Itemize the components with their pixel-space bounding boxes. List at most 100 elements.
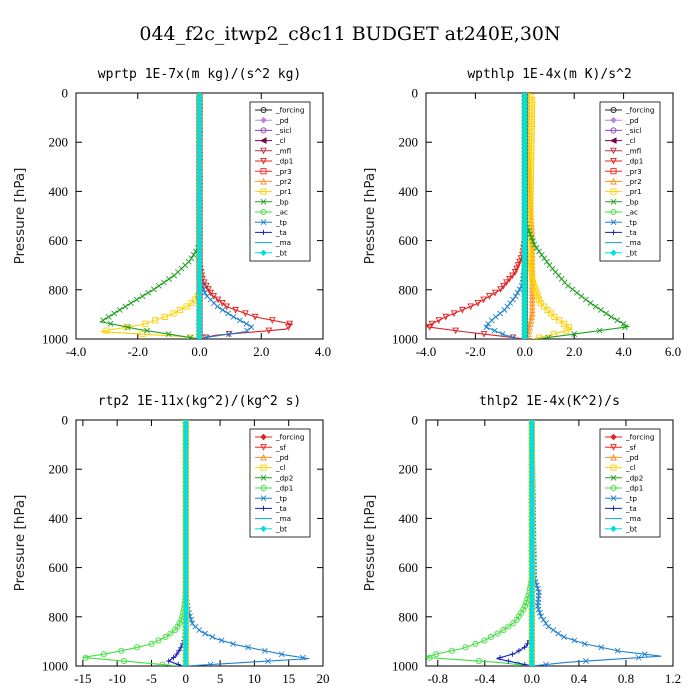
data-marker: [511, 269, 519, 276]
plot-area: [82, 420, 310, 666]
legend-marker: [260, 453, 267, 461]
data-marker: [541, 303, 548, 310]
legend-label: _sicl: [625, 126, 641, 135]
legend-item-pd: _pd: [605, 453, 639, 462]
y-tick-label: 0: [62, 413, 69, 428]
data-marker: [529, 100, 536, 107]
legend-marker: [259, 137, 267, 144]
data-marker: [219, 307, 226, 313]
legend-item-pr2: _pr2: [255, 177, 292, 186]
data-marker: [614, 317, 621, 324]
legend-marker: [260, 157, 267, 165]
legend-label: _forcing: [625, 433, 654, 442]
data-marker: [426, 654, 433, 661]
data-marker: [528, 234, 535, 241]
legend-item-ma: _ma: [255, 514, 291, 523]
data-marker: [528, 120, 535, 128]
legend-item-mfl: _mfl: [255, 146, 291, 155]
data-marker: [499, 331, 506, 337]
data-marker: [452, 327, 459, 335]
data-marker: [150, 286, 157, 293]
plot-frame: [75, 419, 324, 667]
legend-label: _ac: [275, 208, 288, 217]
data-marker: [218, 637, 225, 644]
legend: _forcing_sf_pd_cl_dp2 _dp1_tp_ta_ma_bt: [249, 428, 311, 538]
data-marker: [527, 231, 534, 238]
data-marker: [433, 651, 440, 658]
data-marker: [118, 647, 125, 654]
data-marker: [510, 620, 517, 627]
legend-marker: [610, 177, 617, 185]
data-marker: [202, 282, 210, 290]
legend-marker: [610, 474, 617, 481]
legend-label: _pr3: [275, 167, 292, 176]
chart-panel-1: wprtp 1E-7x(m kg)/(s^2 kg) Pressure [hPa]…: [12, 67, 331, 359]
data-marker: [532, 286, 539, 293]
x-tick-label: 0.4: [571, 671, 588, 686]
data-marker: [563, 327, 570, 334]
legend-item-forcing: _forcing: [255, 433, 304, 442]
legend-item-dp1: _dp1: [255, 484, 293, 493]
legend-label: _forcing: [275, 433, 304, 442]
data-marker: [103, 327, 110, 334]
data-marker: [512, 293, 519, 300]
legend-item-tp: _tp: [255, 218, 287, 227]
legend-marker: [260, 219, 267, 226]
data-marker: [148, 640, 155, 647]
series-line: [484, 93, 526, 339]
legend-item-tp: _tp: [605, 218, 637, 227]
data-marker: [124, 324, 131, 331]
series-bt: [196, 93, 203, 339]
legend-marker: [610, 168, 617, 175]
data-marker: [475, 658, 482, 665]
legend-marker: [610, 188, 617, 195]
y-axis-label: Pressure [hPa]: [362, 495, 378, 592]
y-tick-label: 200: [49, 135, 69, 150]
legend-label: _pr1: [275, 187, 292, 196]
legend-marker: [610, 208, 617, 216]
x-tick-label: -10: [108, 671, 125, 686]
chart-panel-3: rtp2 1E-11x(kg^2)/(kg^2 s) Pressure [hPa]…: [12, 394, 330, 686]
data-marker: [251, 313, 259, 321]
legend-item-forcing: _forcing: [605, 433, 654, 442]
y-tick-label: 800: [399, 609, 419, 624]
data-marker: [188, 255, 195, 262]
x-tick-label: 0.0: [517, 344, 533, 359]
data-marker: [176, 306, 184, 314]
data-marker: [481, 637, 488, 644]
data-marker: [205, 286, 212, 293]
data-marker: [527, 176, 534, 183]
legend-label: _tp: [625, 218, 637, 227]
data-marker: [176, 620, 183, 627]
data-marker: [207, 661, 214, 666]
data-marker: [538, 251, 545, 258]
x-tick-label: 15: [282, 671, 295, 686]
data-marker: [545, 334, 552, 339]
data-marker: [248, 324, 255, 331]
legend-item-tp: _tp: [255, 494, 287, 503]
data-marker: [225, 310, 231, 317]
data-marker: [225, 331, 232, 337]
data-marker: [285, 324, 292, 331]
legend-label: _bp: [275, 197, 289, 206]
legend-item-sicl: _sicl: [605, 126, 641, 135]
legend-marker: [260, 249, 267, 257]
data-marker: [592, 303, 599, 310]
data-marker: [139, 331, 146, 338]
data-marker: [528, 292, 536, 300]
legend-label: _dp1: [625, 157, 643, 166]
y-tick-label: 1000: [42, 659, 68, 674]
data-marker: [541, 255, 548, 262]
y-axis-label: Pressure [hPa]: [12, 495, 28, 592]
legend-item-cl: _cl: [255, 136, 286, 145]
legend-marker: [260, 147, 267, 155]
data-marker: [529, 238, 536, 245]
data-marker: [503, 279, 510, 287]
data-marker: [244, 327, 250, 334]
data-marker: [516, 286, 523, 293]
legend-item-bp: _bp: [255, 197, 289, 206]
data-marker: [214, 296, 222, 304]
series-tp: [196, 93, 255, 339]
data-marker: [510, 296, 516, 303]
